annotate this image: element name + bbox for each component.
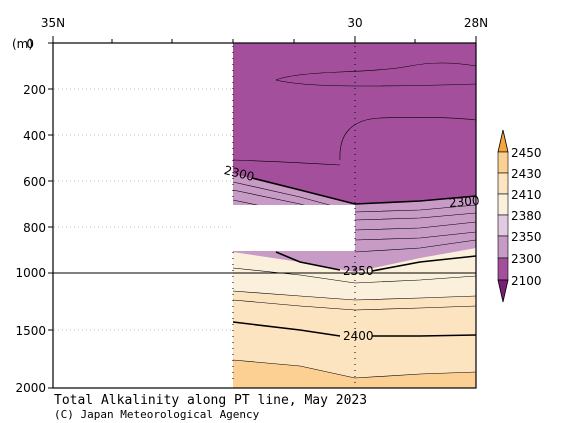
colorbar-label-2100: 2100	[511, 274, 542, 288]
chart-credit: (C) Japan Meteorological Agency	[54, 408, 260, 421]
colorbar-2100-2300	[497, 257, 509, 281]
y-tick-400: 400	[23, 129, 46, 143]
colorbar-label-2430: 2430	[511, 167, 542, 181]
contour-line-2400	[232, 321, 476, 337]
colorbar-arrow-top	[497, 129, 509, 153]
contour-line-thin	[275, 79, 476, 87]
colorbar-label-2300: 2300	[511, 252, 542, 266]
contour-line-thin	[232, 290, 476, 301]
colorbar-label-2380: 2380	[511, 209, 542, 223]
contour-line-thin	[339, 117, 476, 161]
y-tick-200: 200	[23, 83, 46, 97]
colorbar-label-2450: 2450	[511, 146, 542, 160]
chart-title: Total Alkalinity along PT line, May 2023	[54, 393, 367, 408]
colorbar-2430-2450	[497, 151, 509, 174]
colorbar-label-2350: 2350	[511, 230, 542, 244]
contour-line-thin	[232, 359, 476, 379]
contour-line-thin	[354, 239, 476, 253]
y-tick-800: 800	[23, 221, 46, 235]
colorbar-2350-2380	[497, 214, 509, 237]
colorbar-2300-2350	[497, 235, 509, 259]
y-tick-600: 600	[23, 175, 46, 189]
colorbar-arrow-bottom	[497, 279, 509, 303]
contour-line-thin	[354, 231, 476, 241]
contour-line-2350	[275, 251, 476, 272]
top-label-30: 30	[347, 16, 362, 30]
contour-line-2300	[251, 177, 476, 205]
y-tick-1000: 1000	[15, 266, 46, 280]
y-unit-label: (m)	[12, 37, 33, 51]
axis-ticks	[48, 36, 477, 389]
band-2100-2300	[233, 43, 476, 204]
y-tick-2000: 2000	[15, 381, 46, 395]
top-label-28n: 28N	[464, 16, 488, 30]
top-label-35n: 35N	[41, 16, 65, 30]
contour-line-thin	[275, 62, 476, 81]
station-lines	[232, 46, 356, 384]
colorbar-2410-2430	[497, 172, 509, 195]
no-data-left-mask	[54, 44, 233, 387]
contour-label-2400: 2400	[343, 329, 374, 343]
contour-line-thin	[232, 159, 341, 166]
plot-frame	[52, 42, 477, 389]
contour-label-2350: 2350	[343, 264, 374, 278]
colorbar: 2450 2430 2410 2380 2350 2300 2100	[497, 129, 542, 303]
y-tick-0: 0	[26, 37, 34, 51]
colorbar-label-2410: 2410	[511, 188, 542, 202]
y-tick-1500: 1500	[15, 324, 46, 338]
colorbar-2380-2410	[497, 193, 509, 216]
no-data-center-mask	[233, 205, 355, 251]
contour-label-group: 2300 2300 2350 2400	[223, 163, 480, 343]
contour-label-2300-right: 2300	[448, 193, 480, 210]
